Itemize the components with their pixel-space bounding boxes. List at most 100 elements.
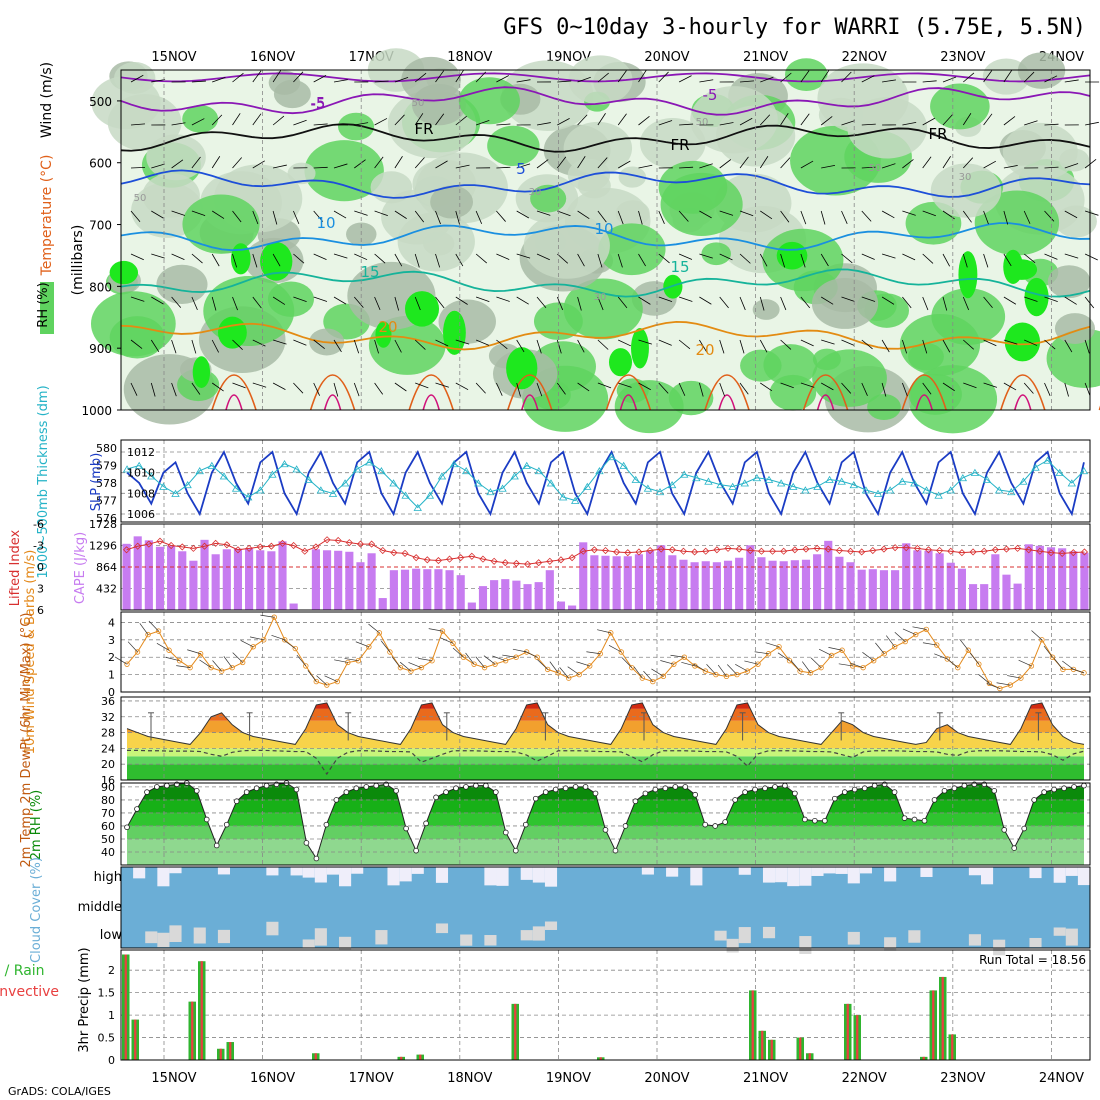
temp-band xyxy=(127,764,1084,780)
wind10-barb xyxy=(744,660,759,665)
wind10-barb xyxy=(176,665,191,668)
isotherm-surface-bump xyxy=(802,374,849,411)
wind10-tick-label: 2 xyxy=(108,651,115,664)
thickness-marker xyxy=(195,466,204,475)
lifted-index-marker xyxy=(323,536,331,544)
cape-bar xyxy=(1046,547,1056,610)
wind-barb xyxy=(577,156,586,169)
wind10-marker xyxy=(1018,675,1024,681)
wind-barb xyxy=(313,382,320,396)
wind10-marker xyxy=(755,661,761,667)
cloud-low-gap xyxy=(532,926,545,941)
wind-barb xyxy=(1044,123,1059,126)
rh-marker xyxy=(961,782,968,789)
wind-barb xyxy=(942,114,953,126)
precip-convective-bar xyxy=(200,961,203,1060)
date-label-bottom: 17NOV xyxy=(349,1071,394,1086)
wind-barb xyxy=(272,210,278,225)
lifted-index-marker xyxy=(223,541,231,549)
wind-barb xyxy=(394,114,405,126)
wind10-barb xyxy=(986,683,1000,689)
wind10-barb xyxy=(199,659,212,668)
rh-marker xyxy=(164,782,170,789)
wind-barb xyxy=(130,296,145,302)
wind10-barb xyxy=(1031,630,1043,641)
rh-patch xyxy=(182,105,219,133)
wind-barb xyxy=(942,296,948,311)
lifted-index-marker xyxy=(156,537,164,545)
cape-tick-label: 432 xyxy=(96,583,117,596)
wind-barb xyxy=(374,296,381,311)
wind10-barb xyxy=(212,660,222,672)
cloud-low-gap xyxy=(339,936,352,950)
temp-band xyxy=(127,720,1084,733)
wind10-marker xyxy=(923,626,929,633)
wind10-barb xyxy=(559,667,569,679)
rh-marker xyxy=(782,782,788,789)
rh-marker xyxy=(303,840,310,846)
wind10-marker xyxy=(324,682,330,688)
lifted-index-marker xyxy=(980,547,988,555)
wind-barb xyxy=(415,382,429,389)
rh2m-axis-label: 2m RH (%) xyxy=(29,790,44,861)
wind10-marker xyxy=(250,644,256,650)
thickness-marker xyxy=(365,458,374,466)
pressure-tick-label: 800 xyxy=(89,280,112,294)
wind-barb xyxy=(232,72,244,83)
rh-patch xyxy=(701,242,732,266)
wind-barb xyxy=(171,210,185,216)
cape-bar xyxy=(701,561,710,610)
rh-patch xyxy=(182,194,260,254)
wind-barb xyxy=(658,253,670,264)
thickness-marker xyxy=(910,479,919,487)
wind10-barb xyxy=(643,670,654,682)
wind-barb xyxy=(963,157,974,169)
wind-barb xyxy=(679,123,694,126)
thickness-marker xyxy=(231,484,241,492)
wind-barb xyxy=(739,80,754,83)
wind10-barb xyxy=(502,654,517,658)
wind10-barb xyxy=(912,626,927,630)
wind-barb xyxy=(699,163,713,169)
thickness-marker xyxy=(389,479,398,487)
wind-barb xyxy=(902,121,917,126)
wind-barb xyxy=(739,210,754,217)
wind10-marker xyxy=(313,678,319,685)
pressure-tick-label: 600 xyxy=(89,157,112,171)
wind-barb xyxy=(617,70,627,83)
rh-marker xyxy=(154,784,160,790)
cloud-high-gap xyxy=(1053,867,1066,883)
isotherm-surface-core xyxy=(816,394,835,411)
rh-marker xyxy=(592,790,599,797)
cape-bar xyxy=(556,601,566,610)
cloud-low-gap xyxy=(1053,927,1066,936)
wind-barb xyxy=(232,210,242,223)
lifted-index-marker xyxy=(791,546,799,554)
thickness-marker xyxy=(219,472,229,480)
rh-marker xyxy=(423,820,429,827)
wind-barb xyxy=(171,382,177,397)
wind10-marker xyxy=(471,661,477,667)
rh-marker xyxy=(233,798,240,805)
contour-label: 15 xyxy=(360,263,379,281)
wind-barb xyxy=(475,71,487,83)
wind10-barb xyxy=(886,635,895,647)
thickness-marker xyxy=(946,486,955,494)
wind-barb xyxy=(983,70,993,83)
wind-barb xyxy=(496,339,508,350)
rh-marker xyxy=(503,829,509,836)
temp-band xyxy=(127,732,1084,749)
cape-bar xyxy=(545,570,554,610)
wind-barb xyxy=(902,296,912,309)
pressure-tick-label: 500 xyxy=(89,95,112,109)
isotherm-10 xyxy=(120,222,1091,252)
wind-barb xyxy=(861,166,876,169)
rh-marker xyxy=(861,785,868,792)
lifted-index-marker xyxy=(301,547,309,555)
cloud-high-gap xyxy=(835,867,848,874)
wind10-barb xyxy=(875,642,885,654)
wind-barb xyxy=(1064,210,1078,219)
rh-marker xyxy=(652,786,659,793)
wind10-barb xyxy=(922,642,937,646)
wind-barb xyxy=(820,116,833,126)
